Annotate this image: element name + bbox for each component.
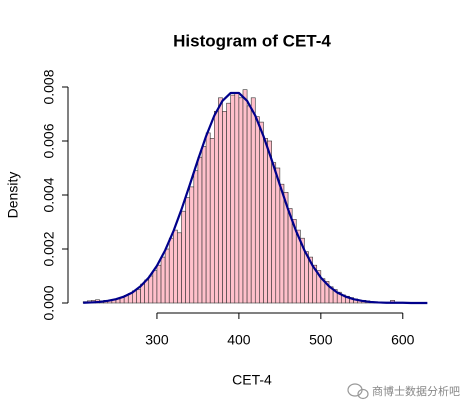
bar [263, 138, 268, 304]
bar [197, 156, 203, 304]
bar [234, 92, 240, 304]
watermark-icon [347, 383, 369, 400]
bar [254, 116, 260, 304]
bar [173, 229, 178, 304]
bar [218, 97, 223, 304]
bar [205, 132, 211, 304]
bar [177, 232, 182, 304]
bar [226, 102, 231, 304]
bar [271, 162, 277, 304]
y-axis-label: Density [5, 172, 21, 219]
bar [238, 97, 244, 304]
bar [193, 170, 199, 304]
bar [164, 248, 170, 304]
bar [242, 89, 248, 304]
x-tick-label: 500 [309, 332, 333, 348]
x-axis-label: CET-4 [232, 372, 272, 388]
bar [156, 264, 162, 304]
bar [214, 111, 219, 304]
bar [160, 256, 166, 304]
bar [148, 275, 154, 304]
bar [168, 237, 174, 304]
bar [246, 105, 252, 304]
density-curve [83, 91, 428, 305]
bar [144, 279, 150, 304]
bar [152, 270, 158, 304]
bar [287, 208, 293, 304]
x-tick-label: 300 [145, 332, 169, 348]
bar [250, 97, 256, 304]
bar [181, 210, 186, 304]
bar [185, 197, 191, 304]
bar [209, 138, 215, 304]
bar [275, 167, 281, 304]
x-tick-label: 600 [391, 332, 415, 348]
y-tick-label: 0.002 [41, 231, 57, 266]
bar [267, 140, 272, 304]
y-tick-label: 0.008 [41, 69, 57, 104]
watermark: 商博士数据分析吧 [372, 384, 460, 398]
bar [136, 289, 141, 304]
chart-title: Histogram of CET-4 [173, 31, 331, 50]
bar [230, 94, 236, 304]
bar [201, 146, 207, 304]
y-tick-label: 0.006 [41, 123, 57, 158]
x-tick-label: 400 [227, 332, 251, 348]
y-tick-label: 0.004 [41, 177, 57, 212]
y-tick-label: 0.000 [41, 285, 57, 320]
bar [189, 186, 195, 304]
bar [279, 183, 285, 304]
bar [259, 121, 264, 304]
bar [222, 111, 227, 304]
bar [304, 251, 309, 304]
